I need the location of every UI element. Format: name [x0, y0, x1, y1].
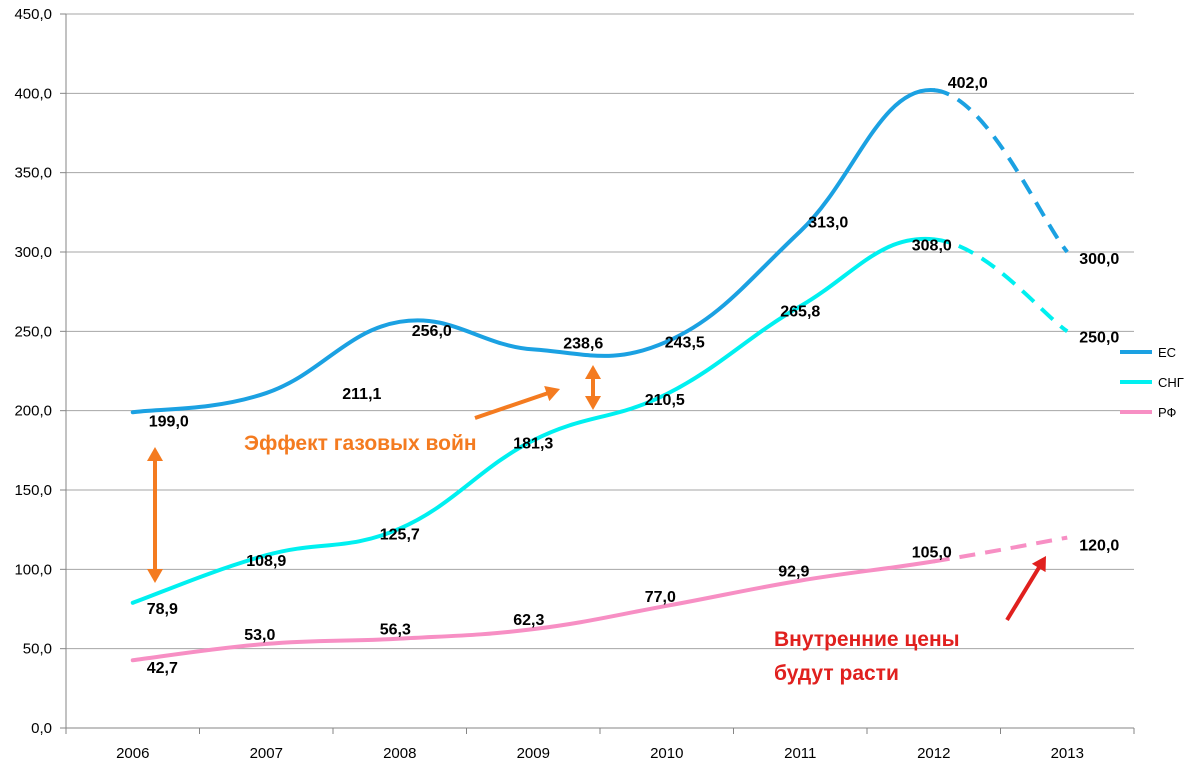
data-label: 120,0 — [1079, 538, 1119, 555]
series-dashed-segment-0 — [933, 88, 1069, 254]
data-label: 238,6 — [563, 335, 603, 352]
data-label: 256,0 — [412, 323, 452, 340]
x-axis-tick-labels: 2006 2007 2008 2009 2010 2011 2012 2013 — [116, 745, 1084, 762]
gas-war-pointer-arrow — [474, 385, 560, 420]
x-tick-label: 2006 — [116, 745, 149, 762]
legend-label: РФ — [1158, 405, 1177, 420]
data-label: 78,9 — [147, 601, 178, 618]
y-tick-label: 350,0 — [14, 165, 52, 182]
data-label: 211,1 — [342, 386, 381, 403]
y-tick-label: 50,0 — [23, 641, 52, 658]
data-label: 105,0 — [912, 544, 952, 561]
data-label: 53,0 — [244, 627, 275, 644]
data-label: 125,7 — [380, 527, 420, 544]
data-label: 313,0 — [808, 214, 848, 231]
data-label: 108,9 — [246, 553, 286, 570]
y-tick-label: 300,0 — [14, 244, 52, 261]
series-lines — [130, 88, 1069, 663]
x-tick-label: 2007 — [250, 745, 283, 762]
gridlines — [66, 13, 1134, 729]
data-label: 210,5 — [645, 392, 685, 409]
price-growth-arrow — [1005, 556, 1046, 622]
data-label: 402,0 — [948, 75, 988, 92]
data-label: 308,0 — [912, 237, 952, 254]
x-tick-label: 2013 — [1051, 745, 1084, 762]
series-line-2 — [130, 559, 936, 663]
y-tick-label: 200,0 — [14, 403, 52, 420]
annotations: Эффект газовых войн Внутренние цены будут … — [147, 365, 1046, 685]
data-label: 56,3 — [380, 622, 411, 639]
data-label: 199,0 — [149, 413, 189, 430]
legend-label: СНГ — [1158, 375, 1184, 390]
data-label: 77,0 — [645, 589, 676, 606]
data-label: 181,3 — [513, 435, 553, 452]
data-label: 62,3 — [513, 612, 544, 629]
data-label: 42,7 — [147, 660, 178, 677]
legend-label: ЕС — [1158, 345, 1176, 360]
series-line-1 — [130, 236, 936, 605]
data-label: 300,0 — [1079, 251, 1119, 268]
series-dashed-segment-1 — [933, 237, 1069, 333]
legend: ЕС СНГ РФ — [1120, 345, 1184, 420]
y-tick-label: 100,0 — [14, 561, 52, 578]
gas-war-annotation: Эффект газовых войн — [244, 432, 477, 455]
y-tick-label: 250,0 — [14, 323, 52, 340]
x-tick-label: 2008 — [383, 745, 416, 762]
gas-war-arrow-vertical-2006 — [147, 447, 163, 583]
data-label: 92,9 — [778, 564, 809, 581]
y-tick-label: 0,0 — [31, 720, 52, 737]
data-labels: 199,0 211,1 256,0 238,6 243,5 313,0 402,0 300,0… — [147, 75, 1120, 677]
series-dashed-segment-2 — [933, 535, 1068, 564]
price-growth-annotation-line: Внутренние цены — [774, 628, 960, 651]
data-label: 243,5 — [665, 335, 705, 352]
y-tick-label: 400,0 — [14, 85, 52, 102]
gas-war-arrow-vertical-2009 — [585, 365, 601, 410]
y-tick-label: 150,0 — [14, 482, 52, 499]
y-axis-tick-labels: 0,0 50,0 100,0 150,0 200,0 250,0 300,0 350,0 400… — [14, 6, 52, 737]
x-tick-label: 2010 — [650, 745, 683, 762]
axes — [60, 13, 1135, 734]
data-label: 250,0 — [1079, 329, 1119, 346]
x-tick-label: 2009 — [517, 745, 550, 762]
x-tick-label: 2012 — [917, 745, 950, 762]
x-tick-label: 2011 — [784, 745, 816, 762]
data-label: 265,8 — [780, 303, 820, 320]
series-line-0 — [130, 88, 936, 415]
price-growth-annotation-line: будут расти — [774, 662, 899, 685]
y-tick-label: 450,0 — [14, 6, 52, 23]
